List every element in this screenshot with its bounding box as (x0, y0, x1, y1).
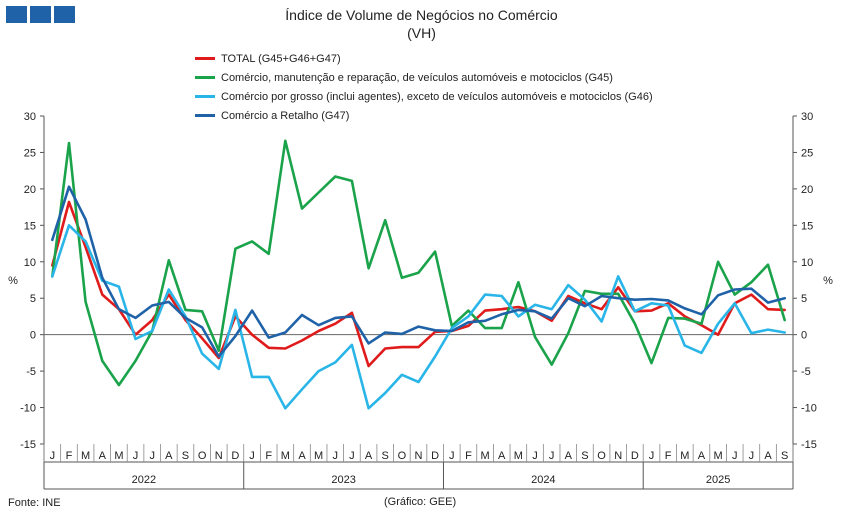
x-tick-label-month: A (365, 450, 373, 462)
x-tick-label-month: J (149, 450, 155, 462)
x-tick-label-month: D (631, 450, 639, 462)
y-tick-label-left: 10 (24, 257, 36, 269)
y-tick-label-right: 25 (801, 147, 813, 159)
y-tick-label-right: 10 (801, 257, 813, 269)
y-axis-label-right: % (823, 275, 833, 287)
y-tick-label-right: -5 (801, 366, 811, 378)
x-tick-label-month: M (480, 450, 489, 462)
x-tick-label-month: O (597, 450, 606, 462)
series-line-2 (50, 224, 787, 410)
x-tick-label-month: J (732, 450, 738, 462)
x-year-label: 2025 (706, 474, 730, 486)
y-tick-label-right: -10 (801, 403, 817, 415)
x-tick-label-month: F (66, 450, 73, 462)
legend-swatch-g45 (195, 76, 215, 79)
y-tick-label-right: 5 (801, 293, 807, 305)
x-tick-label-month: F (665, 450, 672, 462)
x-tick-label-month: J (50, 450, 56, 462)
logo-block (6, 6, 27, 23)
x-year-label: 2023 (331, 474, 355, 486)
legend-item-g45: Comércio, manutenção e reparação, de veí… (195, 68, 653, 87)
y-tick-label-left: 20 (24, 184, 36, 196)
x-tick-label-month: F (465, 450, 472, 462)
x-tick-label-month: J (349, 450, 355, 462)
x-tick-label-month: A (498, 450, 506, 462)
y-tick-label-left: -5 (26, 366, 36, 378)
legend-swatch-g46 (195, 95, 215, 98)
source-note: Fonte: INE (8, 497, 61, 509)
legend-item-total: TOTAL (G45+G46+G47) (195, 49, 653, 68)
x-year-label: 2022 (132, 474, 156, 486)
x-tick-label-month: S (781, 450, 788, 462)
x-tick-label-month: M (81, 450, 90, 462)
y-tick-label-left: -15 (20, 439, 36, 451)
x-tick-label-month: N (215, 450, 223, 462)
y-tick-label-right: 20 (801, 184, 813, 196)
x-tick-label-month: J (249, 450, 255, 462)
chart-title: Índice de Volume de Negócios no Comércio (285, 7, 558, 23)
x-tick-label-month: A (165, 450, 173, 462)
legend-label-g46: Comércio por grosso (inclui agentes), ex… (221, 90, 653, 103)
y-tick-label-right: 30 (801, 111, 813, 123)
x-tick-label-month: M (281, 450, 290, 462)
legend-label-g45: Comércio, manutenção e reparação, de veí… (221, 71, 613, 84)
x-tick-label-month: S (182, 450, 189, 462)
x-tick-label-month: O (198, 450, 207, 462)
legend: TOTAL (G45+G46+G47) Comércio, manutenção… (195, 49, 653, 125)
y-tick-label-left: 0 (30, 330, 36, 342)
x-tick-label-month: N (614, 450, 622, 462)
chart-subtitle: (VH) (407, 25, 436, 41)
y-axis-label-left: % (8, 275, 18, 287)
series-line-1 (50, 139, 787, 387)
series-line-3 (50, 185, 787, 358)
y-tick-label-right: 15 (801, 220, 813, 232)
x-tick-label-month: M (680, 450, 689, 462)
logo (6, 6, 75, 23)
x-tick-label-month: J (333, 450, 339, 462)
x-tick-label-month: J (133, 450, 139, 462)
legend-label-g47: Comércio a Retalho (G47) (221, 109, 350, 122)
y-tick-label-left: 5 (30, 293, 36, 305)
y-tick-label-left: 15 (24, 220, 36, 232)
x-tick-label-month: A (298, 450, 306, 462)
x-year-label: 2024 (531, 474, 555, 486)
x-tick-label-month: M (114, 450, 123, 462)
x-tick-label-month: M (714, 450, 723, 462)
legend-item-g46: Comércio por grosso (inclui agentes), ex… (195, 87, 653, 106)
legend-swatch-g47 (195, 114, 215, 117)
y-tick-label-left: 25 (24, 147, 36, 159)
x-tick-label-month: S (581, 450, 588, 462)
legend-swatch-total (195, 57, 215, 60)
x-tick-label-month: J (449, 450, 455, 462)
y-tick-label-right: -15 (801, 439, 817, 451)
logo-block (30, 6, 51, 23)
legend-label-total: TOTAL (G45+G46+G47) (221, 52, 341, 65)
y-tick-label-left: 30 (24, 111, 36, 123)
x-tick-label-month: D (431, 450, 439, 462)
x-tick-label-month: O (398, 450, 407, 462)
x-tick-label-month: M (514, 450, 523, 462)
x-tick-label-month: A (764, 450, 772, 462)
y-tick-label-right: 0 (801, 330, 807, 342)
credit-note: (Gráfico: GEE) (384, 496, 457, 508)
x-tick-label-month: A (565, 450, 573, 462)
x-tick-label-month: N (415, 450, 423, 462)
x-tick-label-month: A (99, 450, 107, 462)
x-tick-label-month: A (698, 450, 706, 462)
x-tick-label-month: J (532, 450, 538, 462)
logo-block (54, 6, 75, 23)
x-tick-label-month: J (549, 450, 555, 462)
x-tick-label-month: M (314, 450, 323, 462)
x-tick-label-month: J (749, 450, 755, 462)
y-tick-label-left: -10 (20, 403, 36, 415)
x-tick-label-month: D (231, 450, 239, 462)
x-tick-label-month: S (382, 450, 389, 462)
x-tick-label-month: F (265, 450, 272, 462)
x-tick-label-month: J (649, 450, 655, 462)
legend-item-g47: Comércio a Retalho (G47) (195, 106, 653, 125)
